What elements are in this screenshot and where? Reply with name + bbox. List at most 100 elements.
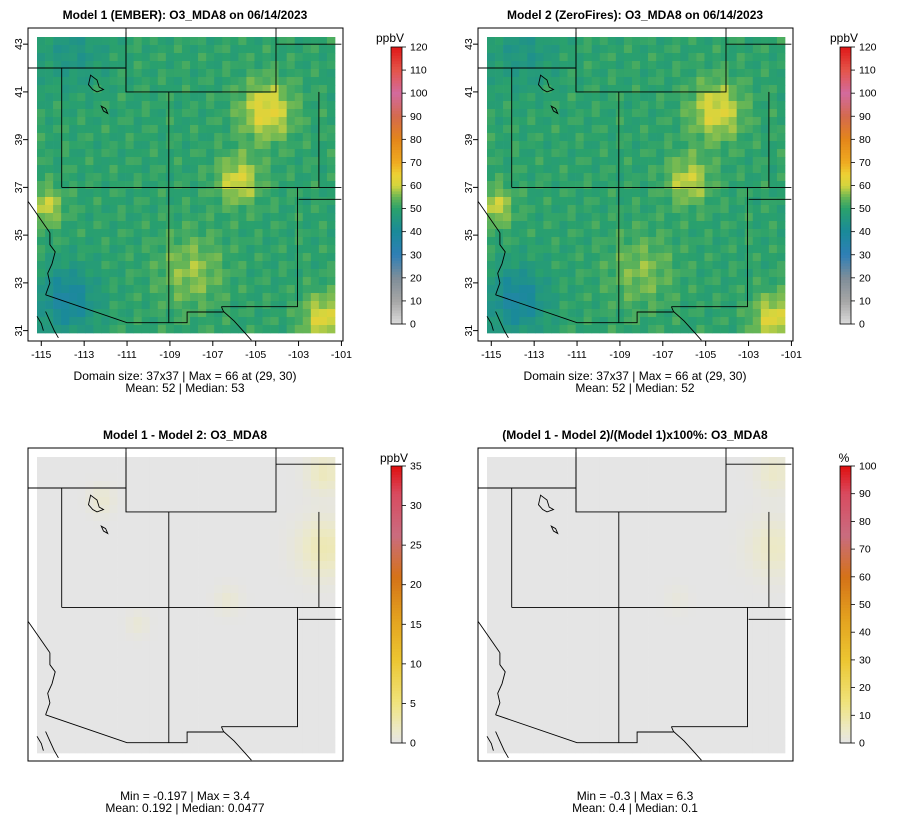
grid-cell [230, 553, 239, 562]
grid-cell [680, 261, 689, 270]
y-tick-label: 31 [13, 325, 25, 337]
grid-cell [141, 317, 151, 326]
grid-cell [302, 673, 312, 682]
grid-cell [222, 513, 231, 522]
grid-cell [101, 301, 110, 310]
grid-cell [768, 77, 778, 86]
grid-cell [141, 521, 151, 530]
grid-cell [198, 625, 207, 634]
grid-cell [286, 625, 296, 634]
grid-cell [222, 85, 231, 94]
grid-cell [93, 157, 102, 166]
grid-cell [744, 53, 754, 62]
grid-cell [165, 481, 175, 490]
colorbar-segment [391, 540, 402, 544]
grid-cell [278, 497, 288, 506]
grid-cell [680, 489, 689, 498]
grid-cell [728, 109, 738, 118]
grid-cell [302, 253, 312, 262]
grid-cell [326, 689, 336, 698]
grid-cell [640, 293, 649, 302]
grid-cell [278, 277, 288, 286]
grid-cell [760, 117, 770, 126]
grid-cell [165, 101, 175, 110]
grid-cell [157, 45, 167, 54]
grid-cell [93, 673, 102, 682]
grid-cell [77, 665, 86, 674]
grid-cell [262, 737, 271, 746]
grid-cell [214, 181, 223, 190]
grid-cell [214, 705, 223, 714]
grid-cell [503, 37, 512, 46]
colorbar-segment [840, 215, 851, 220]
grid-cell [768, 93, 778, 102]
grid-cell [198, 609, 207, 618]
grid-cell [206, 317, 215, 326]
grid-cell [302, 141, 312, 150]
grid-cell [776, 521, 786, 530]
colorbar-segment [391, 496, 402, 500]
grid-cell [607, 489, 617, 498]
grid-cell [318, 553, 328, 562]
grid-cell [551, 481, 560, 490]
grid-cell [141, 593, 151, 602]
grid-cell [246, 261, 255, 270]
grid-cell [559, 141, 568, 150]
grid-cell [712, 293, 721, 302]
grid-cell [85, 665, 94, 674]
grid-cell [222, 205, 231, 214]
grid-cell [696, 301, 705, 310]
grid-cell [591, 309, 601, 318]
grid-cell [744, 317, 754, 326]
colorbar-unit-model1: ppbV [376, 31, 404, 45]
grid-cell [712, 481, 721, 490]
grid-cell [254, 61, 263, 70]
grid-cells [487, 457, 786, 754]
grid-cell [157, 529, 167, 538]
grid-cell [318, 481, 328, 490]
grid-cell [487, 85, 496, 94]
grid-cell [535, 85, 544, 94]
grid-cell [53, 649, 62, 658]
grid-cell [278, 61, 288, 70]
grid-cell [37, 473, 46, 482]
colorbar-segment [391, 135, 402, 139]
grid-cell [583, 521, 593, 530]
grid-cell [117, 633, 126, 642]
grid-cell [326, 529, 336, 538]
grid-cell [672, 69, 681, 78]
grid-cell [45, 721, 54, 730]
grid-cell [214, 593, 223, 602]
grid-cell [760, 125, 770, 134]
grid-cell [125, 77, 134, 86]
grid-cell [270, 117, 279, 126]
grid-cell [222, 117, 231, 126]
grid-cell [294, 141, 304, 150]
grid-cell [198, 529, 207, 538]
grid-cell [222, 457, 231, 466]
grid-cell [495, 197, 504, 206]
grid-cell [125, 125, 134, 134]
grid-cell [157, 181, 167, 190]
grid-cell [61, 133, 70, 142]
grid-cell [198, 577, 207, 586]
grid-cell [728, 117, 738, 126]
grid-cell [117, 269, 126, 278]
grid-cell [117, 149, 126, 158]
grid-cell [551, 181, 560, 190]
grid-cell [181, 253, 191, 262]
grid-cell [286, 657, 296, 666]
grid-cell [214, 45, 223, 54]
grid-cell [109, 53, 118, 62]
grid-cell [736, 149, 746, 158]
grid-cell [37, 569, 46, 578]
grid-cell [688, 261, 697, 270]
grid-cell [736, 301, 746, 310]
grid-cell [615, 473, 625, 482]
grid-cell [133, 521, 143, 530]
grid-cell [575, 497, 584, 506]
grid-cell [302, 173, 312, 182]
grid-cell [117, 61, 126, 70]
colorbar-segment [391, 238, 402, 242]
colorbar-segment [391, 304, 402, 308]
